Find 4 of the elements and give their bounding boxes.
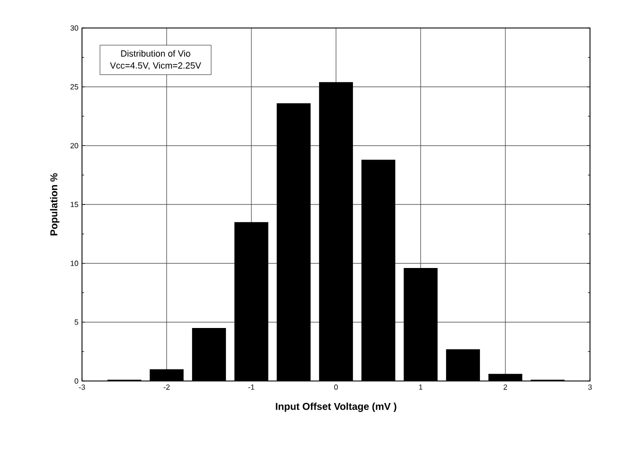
annotation: Distribution of Vio <box>121 50 190 57</box>
annotation: Vcc=4.5V, Vicm=2.25V <box>110 62 202 70</box>
y-axis-title: Population % <box>50 173 60 236</box>
x-axis-title: Input Offset Voltage (mV ) <box>276 402 396 412</box>
